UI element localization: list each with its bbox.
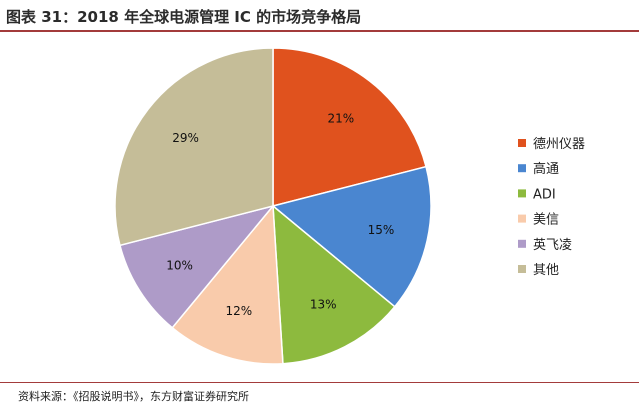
pie-slice-2	[271, 165, 432, 308]
legend-swatch-3	[518, 189, 526, 198]
pie-slice-4	[171, 204, 284, 365]
legend-swatch-5	[518, 239, 526, 248]
source-divider	[0, 382, 639, 383]
legend-label-6: 其他	[533, 263, 559, 278]
slice-label-4: 12%	[225, 304, 252, 318]
pie-slice-6	[114, 47, 274, 247]
slice-label-2: 15%	[368, 223, 395, 237]
legend-label-2: 高通	[533, 161, 559, 177]
legend-swatch-2	[518, 164, 526, 173]
legend-swatch-6	[518, 265, 526, 273]
pie-slices	[114, 47, 432, 365]
legend-label-1: 德州仪器	[533, 137, 585, 152]
slice-label-5: 10%	[166, 258, 193, 272]
pie-slice-3	[272, 204, 396, 365]
legend-label-4: 美信	[533, 213, 559, 228]
pie-slice-1	[272, 47, 427, 207]
pie-slice-5	[119, 204, 276, 329]
title-divider	[0, 30, 639, 32]
slice-label-6: 29%	[172, 131, 199, 145]
legend-swatch-4	[518, 214, 526, 223]
legend-label-3: ADI	[533, 187, 556, 202]
slice-labels: 21% 15% 13% 12% 10% 29%	[166, 112, 394, 319]
slice-label-1: 21%	[327, 112, 354, 126]
slice-label-3: 13%	[310, 298, 337, 312]
source-note: 资料来源：《招股说明书》，东方财富证券研究所	[18, 390, 249, 403]
chart-title: 图表 31：2018 年全球电源管理 IC 的市场竞争格局	[6, 8, 362, 26]
legend-swatch-1	[518, 139, 526, 147]
legend-label-5: 英飞凌	[533, 238, 572, 253]
